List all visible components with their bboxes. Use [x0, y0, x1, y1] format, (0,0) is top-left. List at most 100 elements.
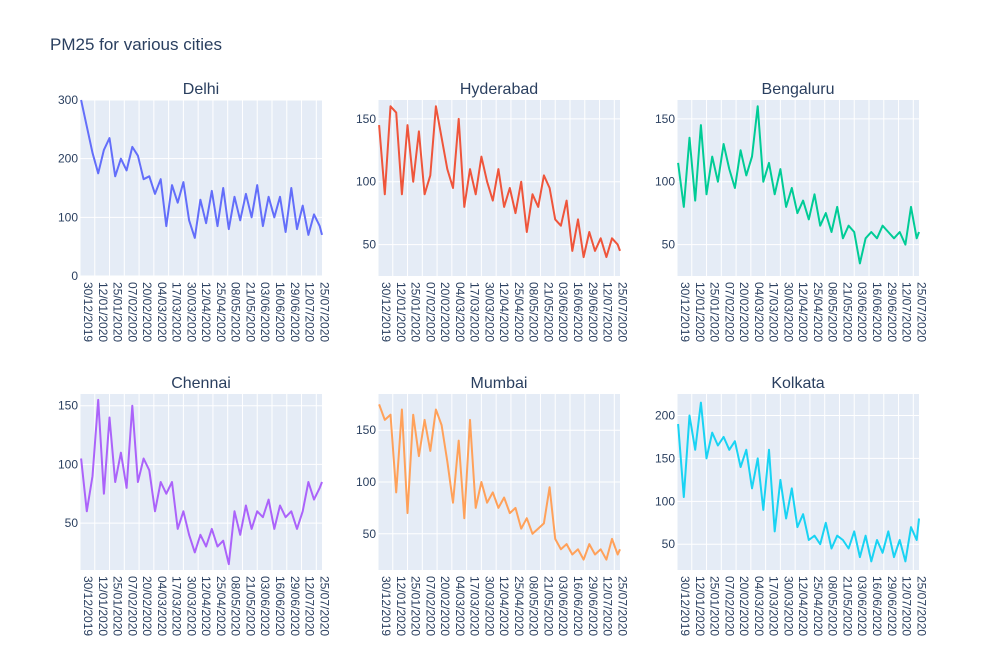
subplot-hyderabad: 30/12/2019 12/01/2020 25/01/2020 07/02/2020…: [356, 81, 629, 342]
x-tick-label: 12/01/2020: [693, 576, 707, 636]
x-tick-label: 25/07/2020: [317, 282, 331, 342]
series-line: [80, 99, 323, 239]
subplot-title: Delhi: [183, 81, 219, 98]
x-tick-label: 04/03/2020: [752, 576, 766, 636]
subplot-chennai: 30/12/2019 12/01/2020 25/01/2020 07/02/2020…: [58, 375, 331, 636]
y-tick-label: 300: [58, 93, 78, 107]
plot-background: [677, 100, 919, 276]
x-tick-label: 17/03/2020: [767, 282, 781, 342]
x-tick-label: 17/03/2020: [170, 576, 184, 636]
x-tick-label: 30/03/2020: [184, 282, 198, 342]
x-tick-label: 07/02/2020: [125, 576, 139, 636]
x-tick-label: 20/02/2020: [737, 576, 751, 636]
y-tick-label: 50: [65, 516, 79, 530]
y-tick-label: 100: [58, 210, 78, 224]
x-tick-label: 30/12/2019: [81, 576, 95, 636]
series-line: [378, 105, 621, 259]
x-tick-label: 07/02/2020: [722, 576, 736, 636]
x-tick-label: 25/01/2020: [409, 282, 423, 342]
y-tick-label: 50: [662, 537, 676, 551]
x-tick-label: 12/04/2020: [497, 282, 511, 342]
y-tick-label: 200: [655, 408, 675, 422]
y-tick-label: 200: [58, 152, 78, 166]
x-tick-label: 03/06/2020: [258, 282, 272, 342]
x-tick-label: 25/04/2020: [811, 282, 825, 342]
plot-background: [80, 100, 322, 276]
series-line: [677, 105, 920, 265]
x-tick-label: 07/02/2020: [125, 282, 139, 342]
x-tick-label: 29/06/2020: [586, 576, 600, 636]
x-tick-label: 04/03/2020: [453, 576, 467, 636]
x-tick-label: 25/07/2020: [615, 282, 629, 342]
y-tick-label: 150: [655, 112, 675, 126]
y-tick-label: 50: [662, 238, 676, 252]
x-tick-label: 30/12/2019: [379, 282, 393, 342]
x-tick-label: 12/04/2020: [796, 576, 810, 636]
x-tick-label: 30/12/2019: [678, 576, 692, 636]
x-tick-label: 12/04/2020: [796, 282, 810, 342]
y-tick-label: 0: [71, 269, 78, 283]
x-tick-label: 25/04/2020: [214, 576, 228, 636]
x-tick-label: 25/01/2020: [409, 576, 423, 636]
y-tick-label: 100: [356, 475, 376, 489]
y-tick-label: 50: [363, 527, 377, 541]
x-tick-label: 30/03/2020: [781, 576, 795, 636]
x-tick-label: 21/05/2020: [541, 576, 555, 636]
x-tick-label: 08/05/2020: [229, 576, 243, 636]
x-tick-label: 08/05/2020: [527, 282, 541, 342]
x-tick-label: 12/07/2020: [601, 282, 615, 342]
x-tick-label: 17/03/2020: [170, 282, 184, 342]
series-line: [80, 398, 323, 566]
x-tick-label: 21/05/2020: [243, 282, 257, 342]
x-tick-label: 03/06/2020: [556, 576, 570, 636]
x-tick-label: 21/05/2020: [243, 576, 257, 636]
x-tick-label: 17/03/2020: [767, 576, 781, 636]
x-tick-label: 12/01/2020: [394, 576, 408, 636]
x-tick-label: 21/05/2020: [840, 576, 854, 636]
subplot-bengaluru: 30/12/2019 12/01/2020 25/01/2020 07/02/2020…: [655, 81, 928, 342]
x-tick-label: 12/01/2020: [394, 282, 408, 342]
x-tick-label: 25/01/2020: [111, 576, 125, 636]
x-tick-label: 12/04/2020: [497, 576, 511, 636]
x-tick-label: 30/12/2019: [81, 282, 95, 342]
x-tick-label: 17/03/2020: [468, 576, 482, 636]
x-tick-label: 25/04/2020: [512, 576, 526, 636]
y-tick-label: 150: [655, 451, 675, 465]
subplot-title: Bengaluru: [762, 81, 835, 98]
x-tick-label: 12/04/2020: [199, 282, 213, 342]
plot-background: [80, 394, 322, 570]
subplot-delhi: 30/12/2019 12/01/2020 25/01/2020 07/02/2020…: [58, 81, 331, 342]
x-tick-label: 25/07/2020: [914, 282, 928, 342]
x-tick-label: 25/07/2020: [317, 576, 331, 636]
x-tick-label: 17/03/2020: [468, 282, 482, 342]
x-tick-label: 29/06/2020: [288, 282, 302, 342]
y-tick-label: 150: [356, 423, 376, 437]
x-tick-label: 25/04/2020: [811, 576, 825, 636]
x-tick-label: 08/05/2020: [826, 576, 840, 636]
x-tick-label: 07/02/2020: [423, 576, 437, 636]
x-tick-label: 29/06/2020: [288, 576, 302, 636]
x-tick-label: 03/06/2020: [258, 576, 272, 636]
y-tick-label: 100: [58, 457, 78, 471]
x-tick-label: 20/02/2020: [737, 282, 751, 342]
x-tick-label: 30/03/2020: [482, 282, 496, 342]
x-tick-label: 30/03/2020: [482, 576, 496, 636]
x-tick-label: 16/06/2020: [870, 576, 884, 636]
x-tick-label: 12/07/2020: [303, 576, 317, 636]
subplot-kolkata: 30/12/2019 12/01/2020 25/01/2020 07/02/2020…: [655, 375, 928, 636]
x-tick-label: 03/06/2020: [855, 282, 869, 342]
x-tick-label: 04/03/2020: [453, 282, 467, 342]
x-tick-label: 29/06/2020: [885, 576, 899, 636]
x-tick-label: 16/06/2020: [571, 576, 585, 636]
x-tick-label: 20/02/2020: [140, 576, 154, 636]
x-tick-label: 07/02/2020: [423, 282, 437, 342]
plot-background: [677, 394, 919, 570]
x-tick-label: 12/07/2020: [303, 282, 317, 342]
x-tick-label: 25/01/2020: [111, 282, 125, 342]
x-tick-label: 04/03/2020: [155, 576, 169, 636]
x-tick-label: 12/07/2020: [601, 576, 615, 636]
x-tick-label: 29/06/2020: [586, 282, 600, 342]
subplot-mumbai: 30/12/2019 12/01/2020 25/01/2020 07/02/2020…: [356, 375, 629, 636]
x-tick-label: 08/05/2020: [527, 576, 541, 636]
